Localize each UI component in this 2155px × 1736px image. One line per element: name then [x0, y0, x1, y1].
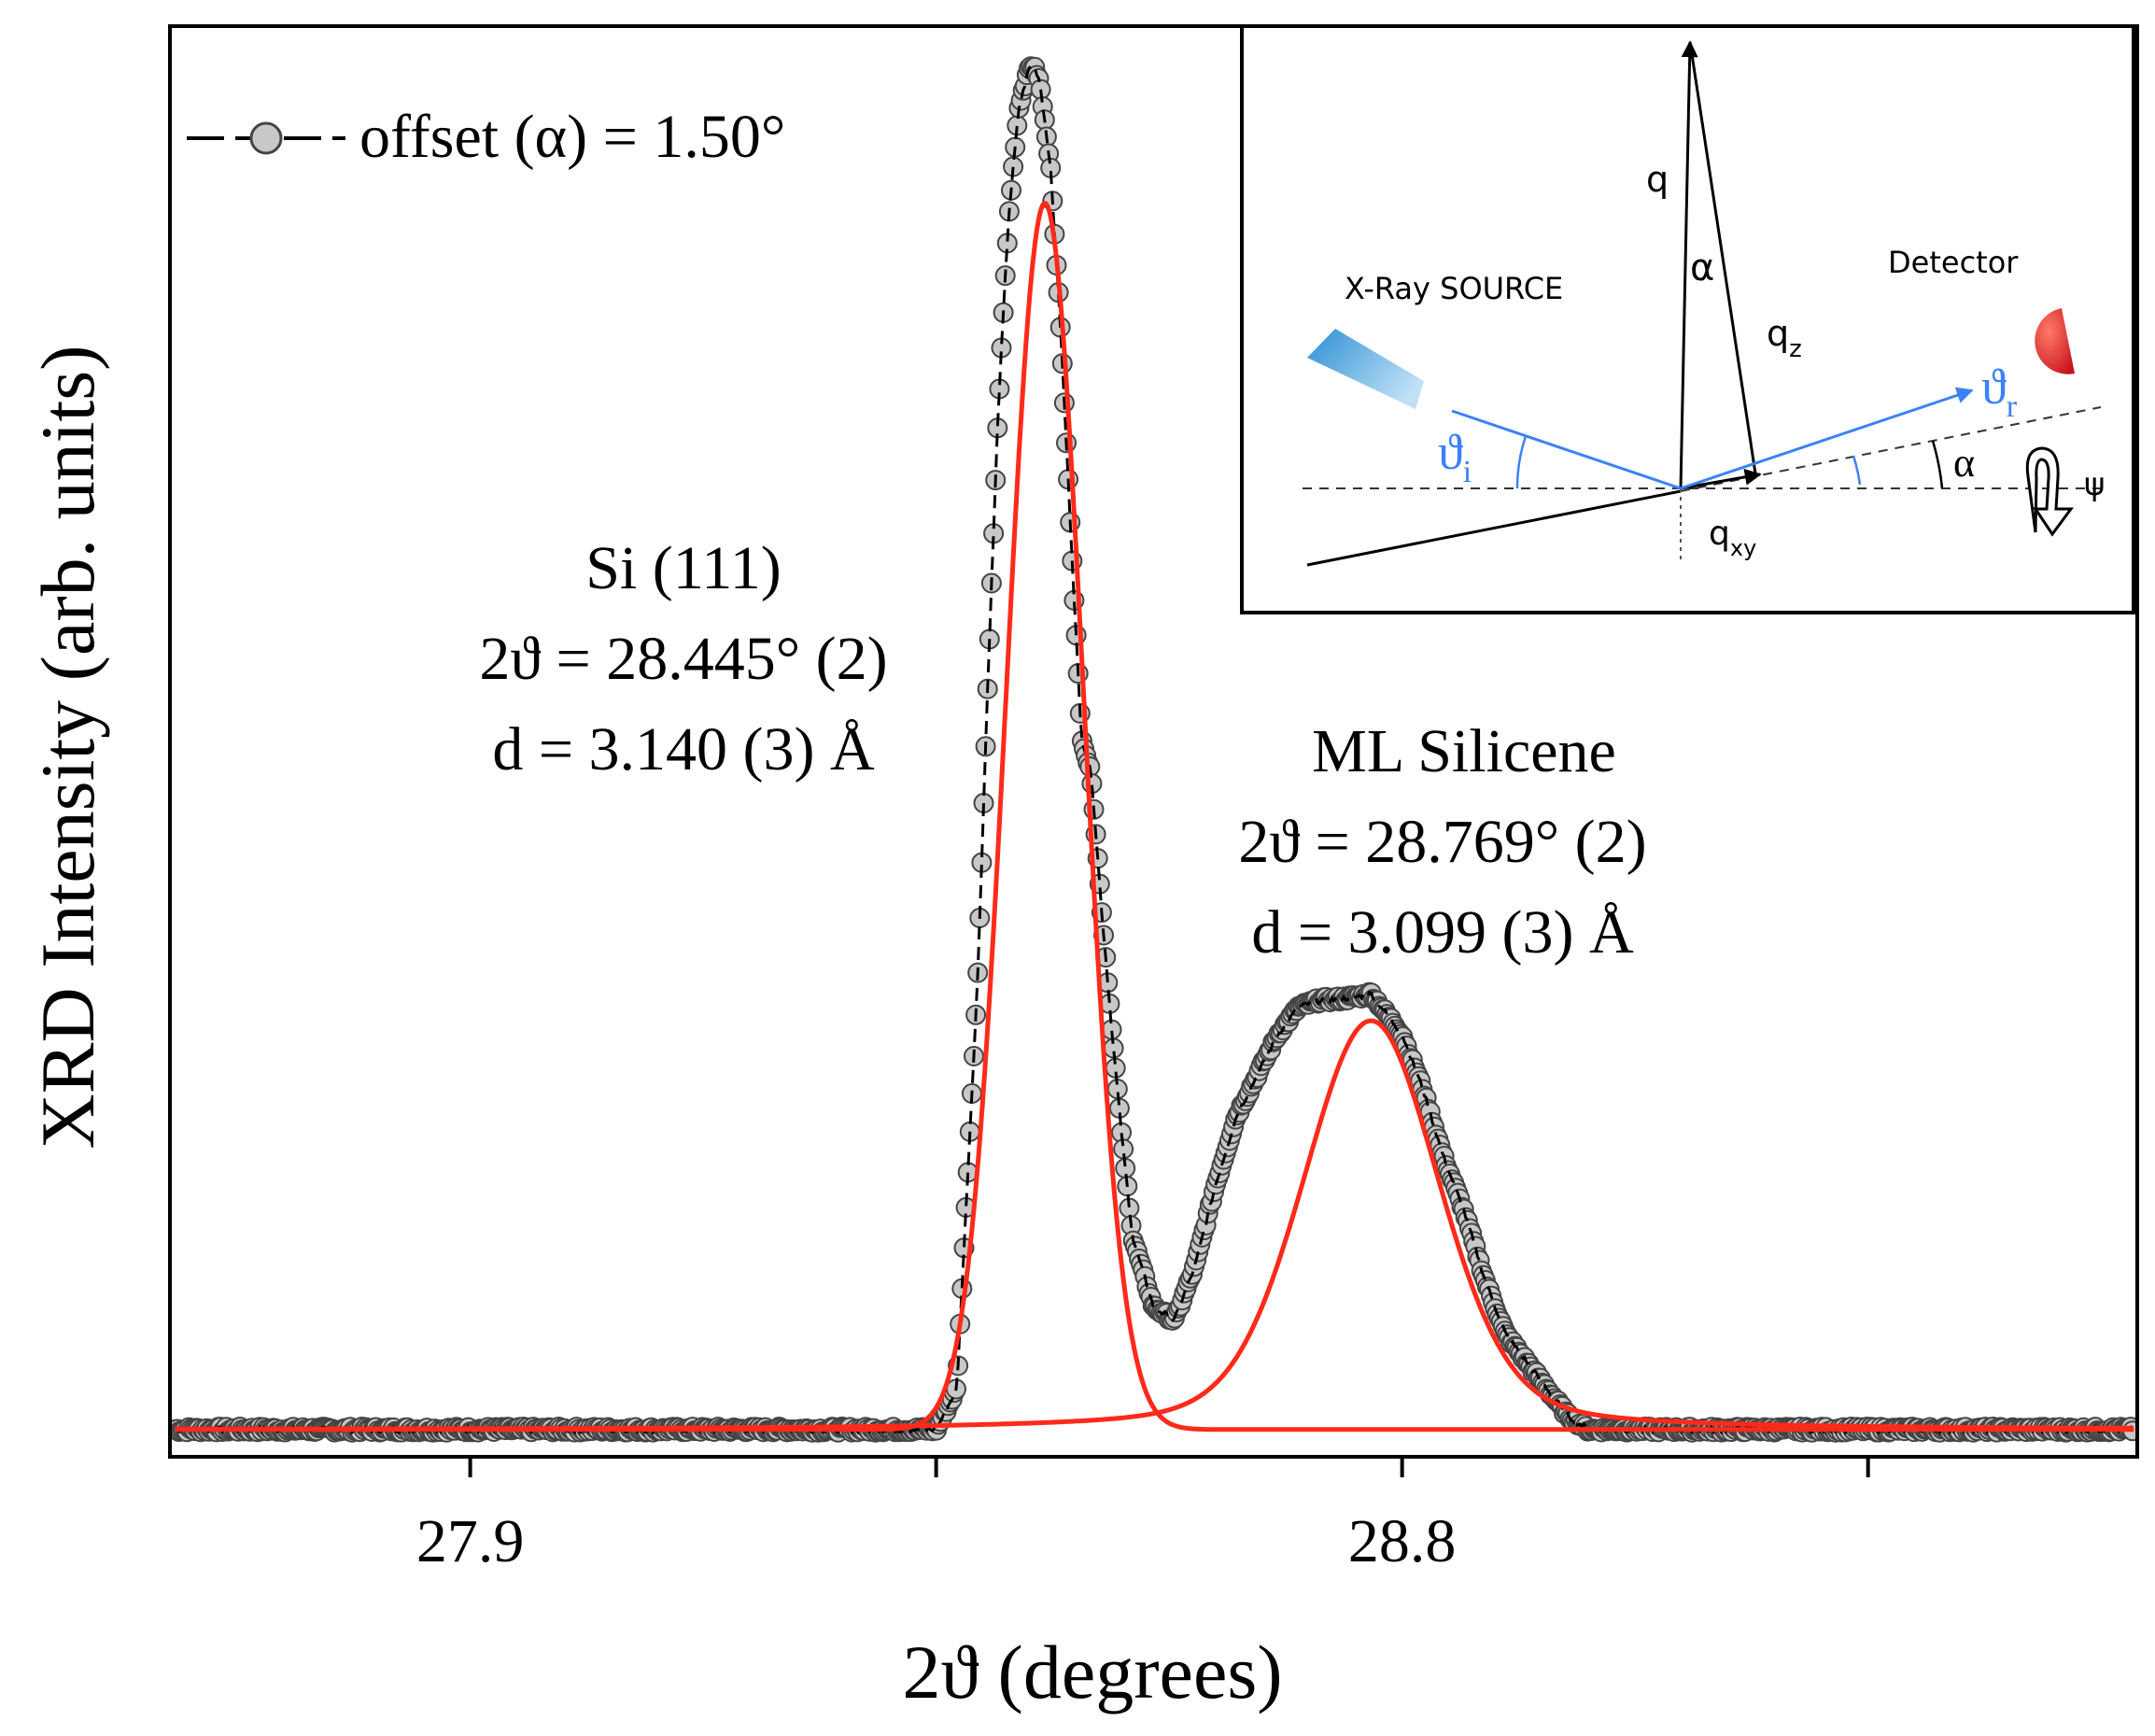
fit-curve-silicene	[175, 1018, 2134, 1432]
inset-qxy-label: qxy	[1709, 515, 1756, 561]
theta-r-arc	[1852, 455, 1862, 486]
inset-detector-label: Detector	[1888, 245, 2019, 280]
qz-vector	[1688, 41, 1757, 474]
alpha-right-arc	[1931, 440, 1944, 489]
x-tick-label: 28.8	[1348, 1507, 1457, 1575]
annotation-si111-title: Si (111)	[585, 534, 782, 602]
inset-q-label: q	[1646, 159, 1669, 200]
annotation-silicene: ML Silicene 2ϑ = 28.769° (2) d = 3.099 (…	[1238, 717, 1646, 967]
x-ticks: 27.9 28.8	[416, 1457, 1870, 1575]
data-lines	[175, 64, 2134, 1436]
annotation-silicene-2theta: 2ϑ = 28.769° (2)	[1238, 808, 1646, 876]
x-axis-label: 2ϑ (degrees)	[902, 1630, 1282, 1715]
inset-alpha-top-label: α	[1690, 247, 1714, 289]
legend: offset (α) = 1.50°	[187, 103, 785, 171]
annotation-si111-2theta: 2ϑ = 28.445° (2)	[479, 625, 887, 693]
inset-source-label: X-Ray SOURCE	[1345, 271, 1563, 306]
inset-theta-r-label: ϑr	[1981, 359, 2018, 424]
incident-ray	[1451, 409, 1682, 490]
legend-marker	[249, 121, 283, 155]
plot-frame	[168, 24, 2139, 1459]
psi-rotation-icon	[2025, 446, 2074, 537]
y-axis-label: XRD Intensity (arb. units)	[25, 346, 110, 1150]
inset-psi-label: ψ	[2084, 466, 2105, 503]
inset-tilted-solid	[1306, 489, 1682, 567]
inset-theta-i-label: ϑi	[1438, 424, 1472, 489]
legend-label: offset (α) = 1.50°	[359, 103, 785, 171]
annotation-si111-d: d = 3.140 (3) Å	[492, 715, 875, 783]
qxy-vector	[1680, 468, 1762, 490]
reflected-ray	[1680, 387, 1974, 490]
xray-source-icon	[1307, 329, 1424, 409]
detector-icon	[2035, 308, 2075, 374]
x-tick-label: 27.9	[416, 1507, 525, 1575]
annotation-silicene-title: ML Silicene	[1312, 717, 1616, 785]
inset-alpha-right-label: α	[1953, 440, 1975, 486]
annotation-si111: Si (111) 2ϑ = 28.445° (2) d = 3.140 (3) …	[479, 534, 887, 783]
inset-diagram: X-Ray SOURCE Detector q α qz ϑi ϑr α ψ q…	[1240, 24, 2135, 614]
inset-qz-label: qz	[1767, 313, 1802, 363]
q-vector	[1679, 40, 1698, 489]
theta-i-arc	[1515, 435, 1528, 489]
annotation-silicene-d: d = 3.099 (3) Å	[1251, 898, 1634, 967]
